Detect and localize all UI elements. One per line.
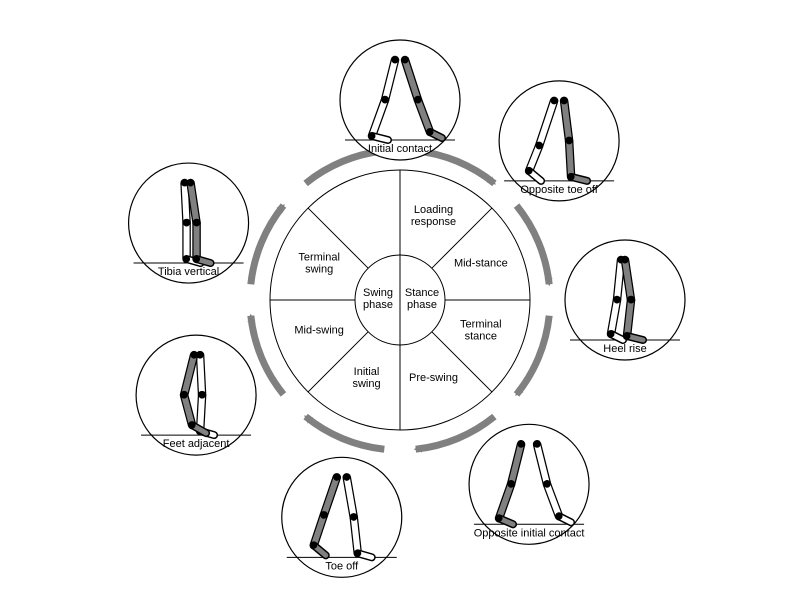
svg-text:Heel rise: Heel rise (603, 343, 646, 355)
svg-text:Initial contact: Initial contact (368, 143, 432, 155)
svg-text:Mid-stance: Mid-stance (454, 258, 508, 270)
svg-text:Toe off: Toe off (325, 560, 359, 572)
svg-text:Feet adjacent: Feet adjacent (163, 438, 230, 450)
svg-text:Terminalswing: Terminalswing (298, 252, 340, 276)
phase-circle: Feet adjacent (136, 335, 256, 455)
phase-circle: Tibia vertical (129, 163, 249, 283)
svg-text:Stancephase: Stancephase (405, 287, 439, 311)
svg-text:Pre-swing: Pre-swing (409, 372, 458, 384)
gait-cycle-diagram: Swingphase Stancephase Loadingresponse Mid-… (0, 0, 800, 600)
phase-circle: Opposite toe off (499, 81, 619, 201)
svg-text:Initialswing: Initialswing (352, 366, 380, 390)
svg-text:Opposite initial contact: Opposite initial contact (474, 527, 585, 539)
phase-circle: Heel rise (565, 240, 685, 360)
svg-text:Swingphase: Swingphase (363, 287, 393, 311)
phase-circle: Opposite initial contact (469, 424, 589, 544)
svg-text:Loadingresponse: Loadingresponse (411, 204, 456, 228)
phase-circle: Toe off (282, 457, 402, 577)
phase-circle: Initial contact (340, 40, 460, 160)
svg-text:Opposite toe off: Opposite toe off (520, 184, 598, 196)
svg-text:Terminalstance: Terminalstance (460, 318, 502, 342)
svg-text:Mid-swing: Mid-swing (294, 324, 344, 336)
svg-text:Tibia vertical: Tibia vertical (158, 266, 219, 278)
